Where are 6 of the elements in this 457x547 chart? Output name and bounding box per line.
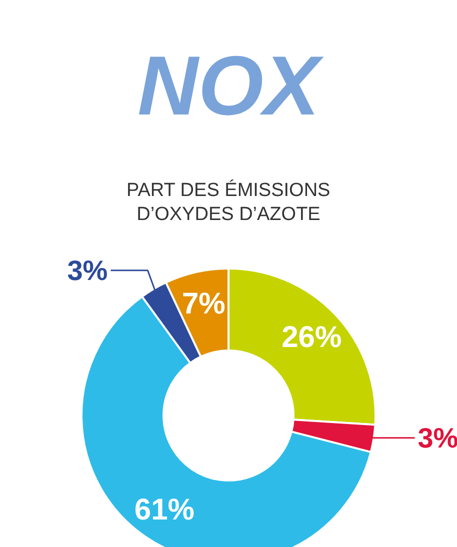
data-label: 3% <box>67 254 108 286</box>
data-label: 26% <box>282 320 342 354</box>
chart-subtitle: PART DES ÉMISSIONS D’OXYDES D’AZOTE <box>126 179 330 225</box>
data-label: 61% <box>134 493 194 526</box>
data-label: 7% <box>182 288 226 321</box>
chart-title: NOX <box>137 38 324 132</box>
